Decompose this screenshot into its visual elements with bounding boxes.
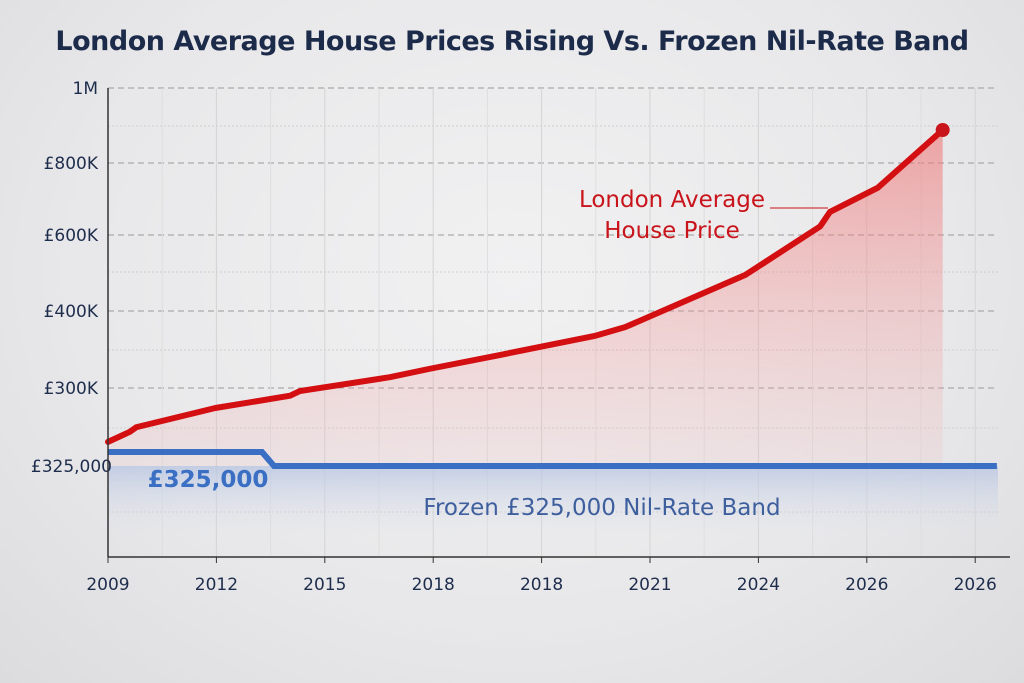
x-tick-label: 2024 (737, 575, 780, 595)
blue-series-line (108, 449, 997, 469)
red-series-label-line1: London Average (579, 187, 765, 213)
x-tick-label: 2009 (86, 575, 129, 595)
x-tick-label: 2015 (303, 575, 346, 595)
y-tick-label: £600K (44, 226, 99, 246)
x-tick-label: 2018 (412, 575, 455, 595)
x-tick-label: 2026 (845, 575, 888, 595)
y-tick-label: 1M (73, 79, 98, 99)
x-tick-label: 2026 (954, 575, 997, 595)
red-end-marker (935, 123, 950, 137)
red-series-line (105, 127, 946, 445)
blue-series-label: Frozen £325,000 Nil-Rate Band (423, 495, 780, 521)
x-tick-label: 2012 (195, 575, 238, 595)
x-tick-label: 2021 (628, 575, 671, 595)
y-tick-label: £300K (44, 379, 99, 399)
red-series-label-line2: House Price (604, 218, 740, 244)
y-tick-label: £400K (44, 302, 99, 322)
y-tick-label: £800K (44, 154, 99, 174)
x-tick-label: 2018 (520, 575, 563, 595)
red-area (108, 130, 943, 466)
blue-area (108, 466, 998, 536)
blue-value-label: £325,000 (148, 467, 269, 493)
chart-title: London Average House Prices Rising Vs. F… (55, 26, 969, 57)
y-tick-label: £325,000 (31, 457, 112, 477)
